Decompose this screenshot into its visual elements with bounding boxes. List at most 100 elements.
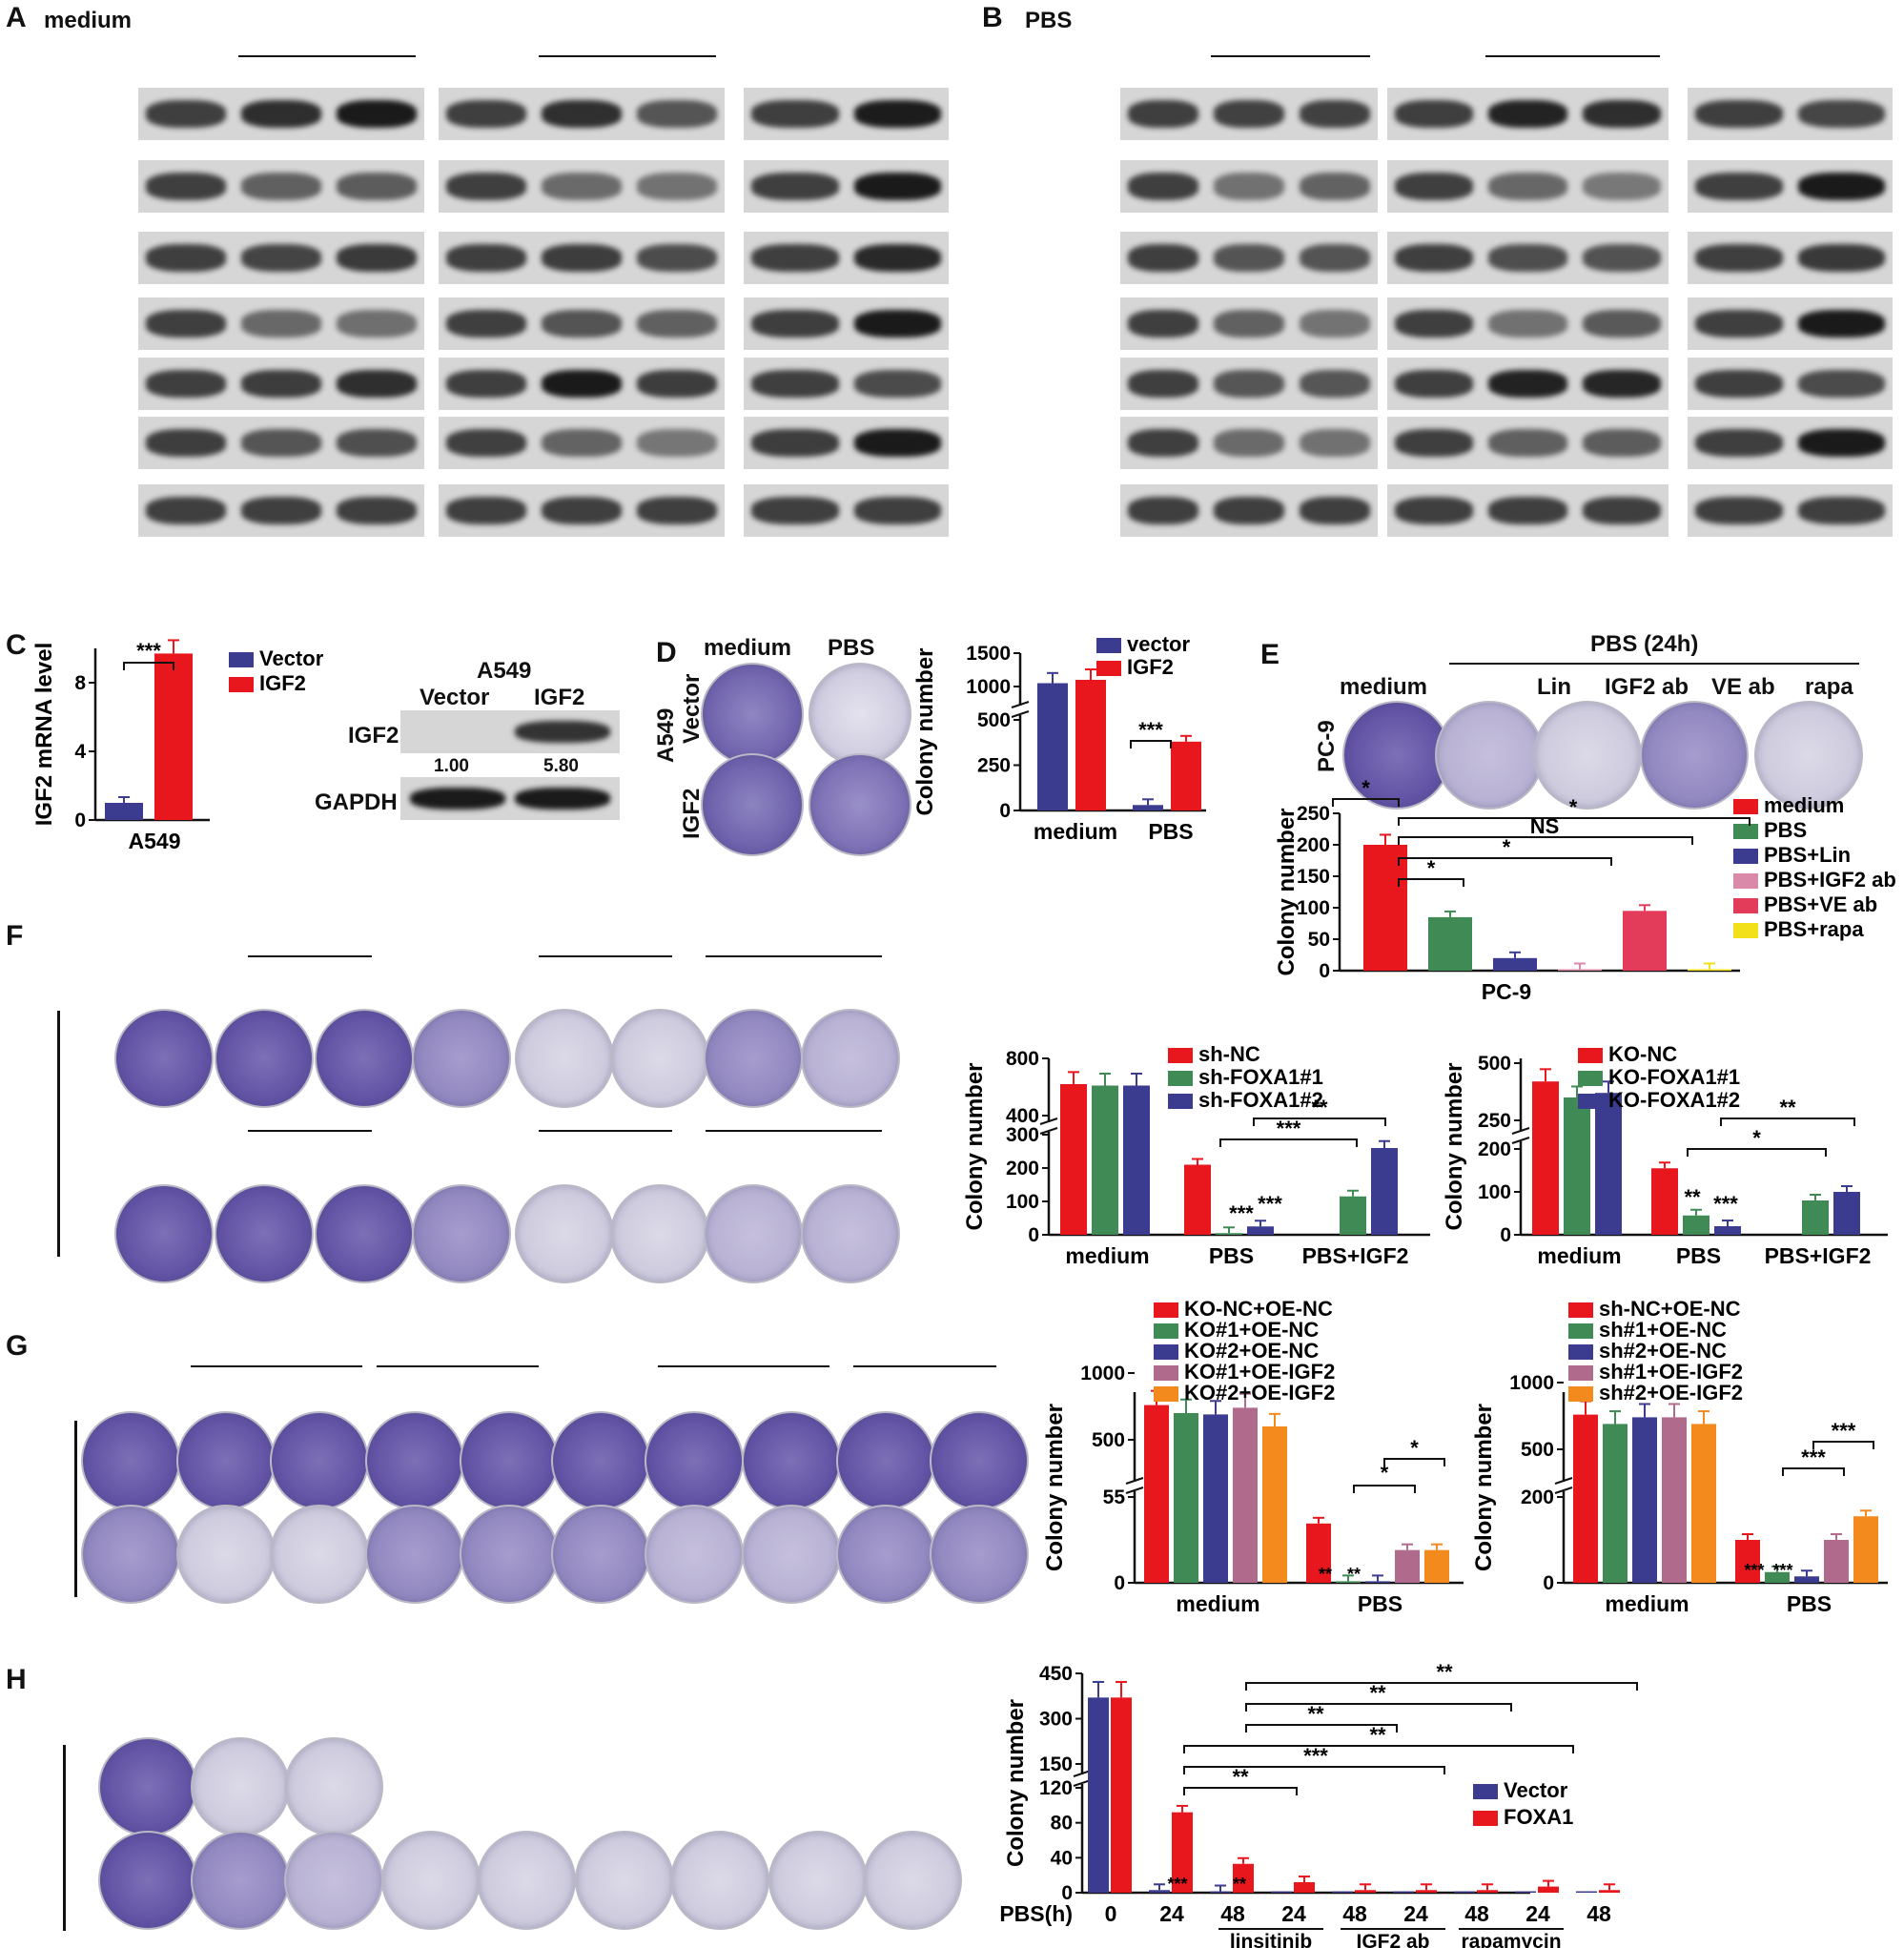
bar <box>1428 916 1472 971</box>
legend-swatch <box>1578 1071 1603 1086</box>
blot-band <box>542 429 622 457</box>
panel-a-condition: medium <box>44 8 133 33</box>
panel-e-letter: E <box>1260 639 1280 670</box>
blot-band <box>241 497 321 524</box>
panel-c-row-label-1: IGF2 <box>348 723 399 748</box>
bar <box>1651 1168 1678 1235</box>
group-underline <box>1485 55 1661 57</box>
blot-band <box>853 370 941 398</box>
significance-label: * <box>1752 1126 1761 1150</box>
blot-band <box>1128 370 1198 398</box>
x-tick-label: 48 <box>1587 1901 1611 1926</box>
colony-dish <box>836 1411 935 1510</box>
break-mark <box>1554 1477 1573 1485</box>
blot-band <box>446 310 526 338</box>
legend-entry: IGF2 <box>1127 655 1174 679</box>
blot-band <box>241 244 321 272</box>
blot-band <box>1128 173 1198 200</box>
group-underline <box>248 955 372 957</box>
panel-e-dish-label-2: Lin <box>1537 674 1571 700</box>
bar <box>1532 1081 1559 1235</box>
blot-band <box>751 310 839 338</box>
panel-h-letter: H <box>6 1664 27 1695</box>
y-tick-label: 100 <box>1478 1181 1511 1203</box>
blot-strip <box>1120 232 1378 284</box>
colony-dish <box>742 1411 841 1510</box>
significance-bracket <box>1398 857 1612 866</box>
panel-f-letter: F <box>6 920 24 952</box>
blot-band <box>1395 100 1474 128</box>
bar <box>1075 680 1106 810</box>
significance-bracket <box>1398 836 1693 845</box>
blot-band <box>637 370 717 398</box>
blot-band <box>146 100 226 128</box>
colony-dish <box>801 1009 900 1108</box>
legend-swatch <box>1473 1784 1498 1799</box>
blot-strip <box>1387 160 1669 213</box>
legend-entry: sh#1+OE-IGF2 <box>1599 1360 1743 1384</box>
blot-band <box>337 244 417 272</box>
blot-band <box>446 370 526 398</box>
blot-band <box>1797 173 1885 200</box>
x-tick-label: PBS+IGF2 <box>1302 1243 1409 1268</box>
group-underline <box>539 55 716 57</box>
group-underline <box>377 1365 539 1367</box>
legend-entry: PBS+Lin <box>1764 843 1851 867</box>
legend-swatch <box>1578 1094 1603 1109</box>
y-tick-label: 150 <box>1297 866 1330 888</box>
blot-band <box>1214 310 1284 338</box>
blot-band <box>853 310 941 338</box>
bar <box>1623 911 1667 971</box>
y-axis-label: Colony number <box>1274 808 1300 975</box>
bar <box>1371 1148 1398 1235</box>
colony-dish <box>477 1831 576 1930</box>
colony-dish <box>809 753 911 856</box>
panel-d-col-2: PBS <box>828 635 875 661</box>
legend-entry: KO-NC+OE-NC <box>1184 1297 1333 1321</box>
y-tick-label: 8 <box>74 672 86 694</box>
colony-dish <box>930 1505 1029 1604</box>
y-tick-label: 200 <box>1006 1158 1039 1179</box>
legend-entry: KO#1+OE-IGF2 <box>1184 1360 1335 1384</box>
significance-label: ** <box>1369 1723 1386 1747</box>
blot-strip <box>1688 297 1893 350</box>
blot-band <box>337 173 417 200</box>
y-tick-label: 500 <box>1521 1439 1554 1461</box>
blot-strip <box>1120 417 1378 469</box>
y-tick-label: 1000 <box>1509 1372 1554 1394</box>
bar <box>1233 1407 1258 1583</box>
bar <box>154 653 193 820</box>
blot-strip <box>1387 417 1669 469</box>
blot-strip <box>439 232 725 284</box>
significance-bracket <box>1720 1118 1855 1126</box>
x-tick-label: PC-9 <box>1482 979 1531 1004</box>
legend-entry: sh-FOXA1#2 <box>1198 1088 1323 1112</box>
y-tick-label: 0 <box>999 800 1011 822</box>
legend-swatch <box>1154 1302 1178 1318</box>
y-axis-label: Colony number <box>1471 1404 1497 1571</box>
blot-strip <box>1120 297 1378 350</box>
break-mark <box>1511 1127 1530 1135</box>
blot-band <box>146 310 226 338</box>
colony-dish <box>176 1411 276 1510</box>
colony-dish <box>412 1184 511 1283</box>
blot-band <box>1128 244 1198 272</box>
legend-swatch <box>229 652 254 667</box>
y-tick-label: 50 <box>1308 929 1330 951</box>
blot-band <box>637 497 717 524</box>
significance-bracket <box>1782 1467 1845 1476</box>
significance-bracket <box>1183 1787 1298 1795</box>
significance-label: *** <box>1277 1117 1301 1140</box>
group-underline <box>191 1365 362 1367</box>
significance-bracket <box>1245 1724 1398 1733</box>
blot-band <box>1300 370 1370 398</box>
y-tick-label: 250 <box>1478 1110 1511 1132</box>
bar <box>1262 1426 1287 1583</box>
significance-label: ** <box>1233 1875 1246 1894</box>
y-axis-label: IGF2 mRNA level <box>31 643 57 827</box>
y-tick-label: 100 <box>1297 897 1330 919</box>
legend-swatch <box>1096 661 1121 676</box>
blot-band <box>542 100 622 128</box>
group-underline <box>853 1365 996 1367</box>
blot-strip <box>744 88 949 140</box>
